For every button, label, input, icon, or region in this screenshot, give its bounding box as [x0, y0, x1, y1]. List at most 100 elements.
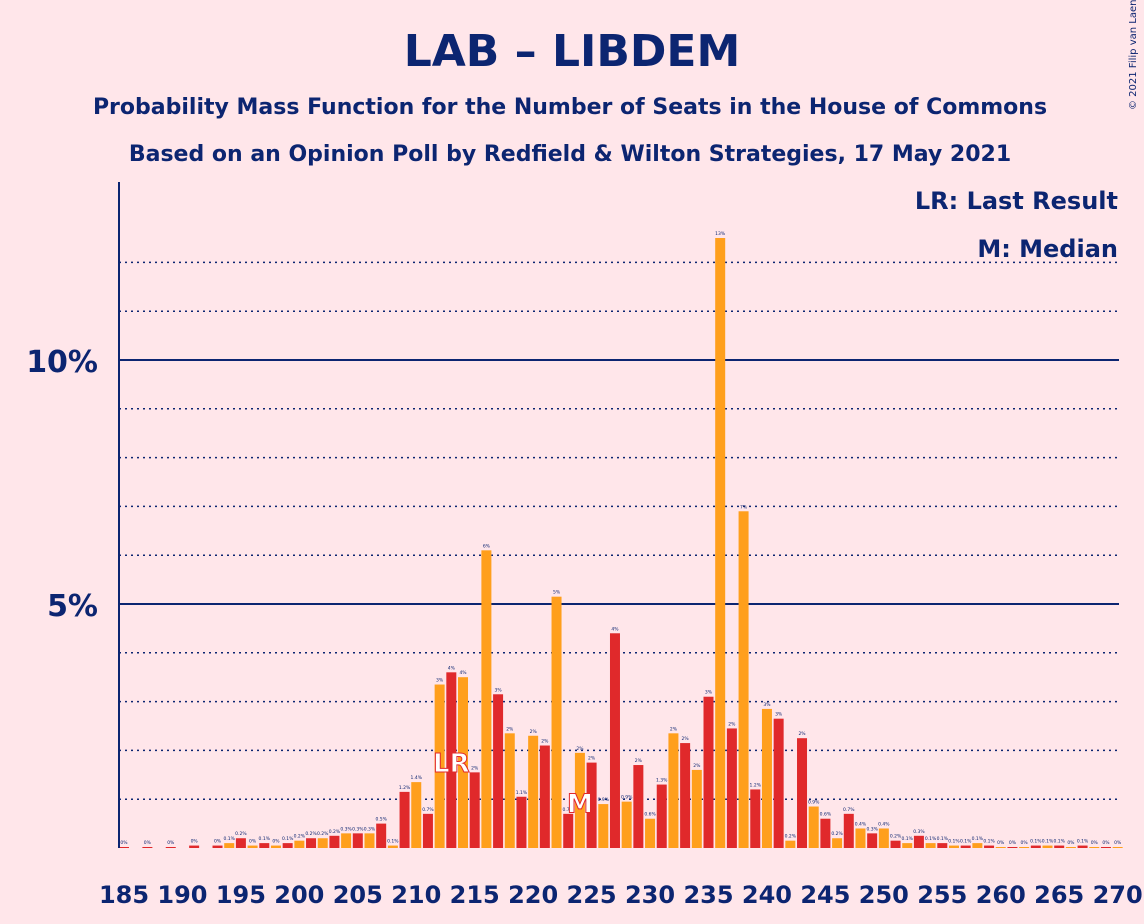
bar-label-200: 0.2%: [294, 834, 306, 840]
bar-label-214: 4%: [459, 670, 467, 676]
x-tick-label: 215: [450, 881, 500, 909]
bar-label-251: 0.2%: [890, 834, 902, 840]
bar-251: [890, 840, 901, 848]
bar-258: [972, 843, 983, 848]
bar-label-262: 0%: [1021, 840, 1029, 846]
bar-193: [212, 845, 223, 848]
bar-label-265: 0.1%: [1053, 839, 1065, 845]
y-tick-label: 5%: [47, 589, 98, 624]
bar-260: [995, 847, 1006, 848]
bar-label-212: 3%: [436, 678, 444, 684]
result-markers: LR M: [433, 749, 594, 820]
bar-label-225: 2%: [588, 756, 596, 762]
bar-200: [294, 840, 305, 848]
bar-label-196: 0%: [249, 839, 257, 845]
x-tick-label: 230: [625, 881, 675, 909]
bar-221: [539, 745, 550, 848]
bar-label-198: 0%: [272, 839, 280, 845]
bar-label-218: 2%: [506, 726, 514, 732]
bar-254: [925, 843, 936, 848]
bar-242: [785, 840, 796, 848]
bar-label-266: 0%: [1067, 840, 1075, 846]
bar-label-222: 5%: [553, 590, 561, 596]
bar-label-189: 0%: [167, 840, 175, 846]
bar-215: [469, 772, 480, 848]
bar-label-194: 0.1%: [223, 836, 235, 842]
bar-label-240: 3%: [763, 702, 771, 708]
bar-227: [609, 633, 620, 848]
x-tick-label: 265: [1034, 881, 1084, 909]
last-result-marker: LR: [433, 749, 470, 779]
legend-last-result: LR: Last Result: [915, 187, 1118, 215]
bar-247: [843, 813, 854, 848]
bar-189: [165, 847, 176, 848]
bar-label-258: 0.1%: [972, 836, 984, 842]
bar-label-257: 0.1%: [960, 839, 972, 845]
x-tick-label: 190: [157, 881, 207, 909]
bar-label-216: 6%: [483, 543, 491, 549]
bar-label-244: 0.9%: [808, 800, 820, 806]
bar-label-197: 0.1%: [259, 836, 271, 842]
bar-label-260: 0%: [997, 840, 1005, 846]
bar-199: [282, 843, 293, 848]
bar-label-231: 1.3%: [656, 778, 668, 784]
bar-203: [329, 835, 340, 848]
bar-label-248: 0.4%: [855, 821, 867, 827]
bar-250: [878, 828, 889, 848]
bar-217: [493, 694, 504, 848]
bar-data-labels: 0% 0% 0% 0% 0% 0.1%0.2%0% 0.1% 0% 0.1% 0.2% 0.2% 0.…: [120, 231, 1122, 846]
bar-label-243: 2%: [798, 731, 806, 737]
bar-label-205: 0.3%: [352, 826, 364, 832]
bar-label-228: 0.9%: [621, 795, 633, 801]
bar-185: [119, 847, 129, 848]
bar-207: [376, 823, 387, 848]
bar-label-259: 0.1%: [983, 839, 995, 845]
bar-191: [189, 845, 200, 848]
x-tick-label: 220: [508, 881, 558, 909]
y-axis-ticks: 5% 10%: [26, 345, 98, 624]
bar-253: [913, 835, 924, 848]
x-tick-label: 200: [274, 881, 324, 909]
bar-label-207: 0.5%: [375, 817, 387, 823]
bar-label-215: 2%: [471, 765, 479, 771]
bar-270: [1112, 847, 1123, 848]
bar-label-201: 0.2%: [305, 831, 317, 837]
bar-231: [656, 784, 667, 848]
bar-195: [235, 838, 246, 848]
bar-216: [481, 550, 492, 848]
bar-213: [446, 672, 457, 848]
bar-204: [341, 833, 352, 848]
bar-249: [867, 833, 878, 848]
x-tick-label: 225: [567, 881, 617, 909]
bar-label-252: 0.1%: [902, 836, 914, 842]
x-tick-label: 260: [976, 881, 1026, 909]
bar-label-221: 2%: [541, 739, 549, 745]
bar-226: [598, 804, 609, 848]
bar-label-268: 0%: [1091, 840, 1099, 846]
bar-198: [270, 845, 281, 848]
bar-label-267: 0.1%: [1077, 839, 1089, 845]
bar-222: [551, 596, 562, 848]
bar-label-187: 0%: [144, 840, 152, 846]
bar-205: [352, 833, 363, 848]
bar-label-245: 0.6%: [820, 812, 832, 818]
x-tick-label: 250: [859, 881, 909, 909]
bar-239: [750, 789, 761, 848]
bar-196: [247, 845, 258, 848]
bar-230: [645, 818, 656, 848]
bar-246: [832, 838, 843, 848]
bar-label-203: 0.2%: [329, 829, 341, 835]
bar-label-249: 0.3%: [866, 826, 878, 832]
bar-label-193: 0%: [214, 839, 222, 845]
bar-label-232: 2%: [670, 726, 678, 732]
bar-label-202: 0.2%: [317, 831, 329, 837]
bar-211: [422, 813, 433, 848]
bar-label-253: 0.3%: [913, 829, 925, 835]
bar-label-264: 0.1%: [1042, 839, 1054, 845]
median-marker: M: [567, 789, 593, 819]
bar-219: [516, 796, 527, 848]
bar-206: [364, 833, 375, 848]
bar-label-220: 2%: [530, 729, 538, 735]
bar-225: [586, 762, 597, 848]
bar-201: [306, 838, 317, 848]
